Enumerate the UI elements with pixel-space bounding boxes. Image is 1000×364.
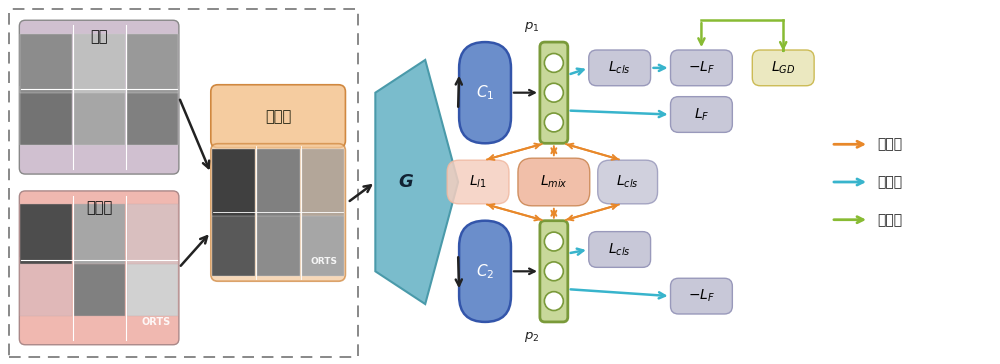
Bar (212, 209, 255, 276)
FancyBboxPatch shape (459, 221, 511, 322)
Bar (127, 257, 178, 316)
Bar (20, 33, 72, 93)
Bar (20, 257, 72, 316)
Bar (20, 204, 72, 264)
Bar (74, 33, 125, 93)
Bar (74, 204, 125, 264)
Circle shape (544, 262, 563, 281)
FancyBboxPatch shape (19, 20, 179, 174)
FancyBboxPatch shape (540, 42, 568, 143)
Bar (302, 209, 344, 276)
Text: $L_{l1}$: $L_{l1}$ (469, 174, 487, 190)
Text: $L_{mix}$: $L_{mix}$ (540, 174, 568, 190)
FancyBboxPatch shape (589, 50, 651, 86)
FancyBboxPatch shape (447, 160, 509, 204)
FancyBboxPatch shape (459, 42, 511, 143)
Text: $C_2$: $C_2$ (476, 262, 494, 281)
Bar (74, 257, 125, 316)
Text: 第一步: 第一步 (877, 137, 902, 151)
Circle shape (544, 83, 563, 102)
Circle shape (544, 113, 563, 132)
Polygon shape (375, 60, 458, 304)
FancyBboxPatch shape (671, 50, 732, 86)
FancyBboxPatch shape (540, 221, 568, 322)
FancyBboxPatch shape (671, 97, 732, 132)
Text: 第二步: 第二步 (877, 175, 902, 189)
Bar (74, 86, 125, 145)
FancyBboxPatch shape (598, 160, 658, 204)
Text: $p_1$: $p_1$ (524, 20, 540, 34)
Text: G: G (398, 173, 413, 191)
Text: ORTS: ORTS (310, 257, 337, 266)
FancyBboxPatch shape (19, 191, 179, 345)
Text: 第三步: 第三步 (877, 213, 902, 227)
Text: $L_{cls}$: $L_{cls}$ (608, 60, 631, 76)
Bar (302, 149, 344, 215)
Text: 中间域: 中间域 (265, 109, 291, 124)
Text: $L_{cls}$: $L_{cls}$ (608, 241, 631, 258)
Text: $-L_F$: $-L_F$ (688, 60, 715, 76)
Circle shape (544, 54, 563, 72)
Bar (127, 33, 178, 93)
Bar (127, 204, 178, 264)
FancyBboxPatch shape (211, 144, 345, 281)
Text: $L_F$: $L_F$ (694, 106, 709, 123)
FancyBboxPatch shape (589, 232, 651, 267)
Bar (212, 149, 255, 215)
FancyBboxPatch shape (518, 158, 590, 206)
Text: $L_{cls}$: $L_{cls}$ (616, 174, 639, 190)
Bar (257, 149, 300, 215)
Circle shape (544, 292, 563, 310)
Text: 目标域: 目标域 (86, 200, 112, 215)
Bar (127, 86, 178, 145)
Circle shape (544, 232, 563, 251)
Text: ORTS: ORTS (142, 317, 171, 327)
Text: $-L_F$: $-L_F$ (688, 288, 715, 304)
FancyBboxPatch shape (671, 278, 732, 314)
Text: $p_2$: $p_2$ (524, 330, 540, 344)
Bar (257, 209, 300, 276)
FancyBboxPatch shape (752, 50, 814, 86)
FancyBboxPatch shape (211, 85, 345, 148)
Text: 源域: 源域 (90, 29, 108, 45)
Text: $L_{GD}$: $L_{GD}$ (771, 60, 795, 76)
Bar (20, 86, 72, 145)
Text: $C_1$: $C_1$ (476, 83, 494, 102)
